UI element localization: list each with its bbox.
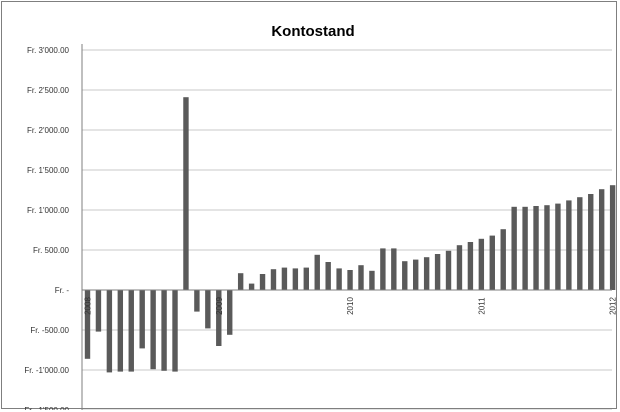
x-tick-label: 2008 [84, 297, 93, 315]
y-axis-tick-labels: Fr. 3'000.00 Fr. 2'500.00 Fr. 2'000.00 Fr. … [24, 46, 69, 410]
bar [402, 261, 408, 290]
y-tick-label: Fr. -500.00 [30, 326, 69, 335]
bar [522, 206, 528, 290]
bar [139, 290, 145, 349]
bar [413, 259, 419, 290]
bar [555, 203, 561, 290]
bar [216, 290, 222, 346]
bar [609, 185, 616, 290]
bar [325, 262, 331, 290]
y-tick-label: Fr. 500.00 [33, 246, 70, 255]
y-tick-label: Fr. 2'500.00 [27, 86, 70, 95]
x-tick-label: 2009 [215, 297, 224, 315]
bar [598, 189, 605, 290]
bar [467, 242, 474, 290]
bar [150, 290, 156, 370]
bar [347, 270, 353, 290]
bar [380, 248, 386, 290]
bar [577, 197, 583, 290]
bar [281, 267, 288, 290]
bar [237, 273, 244, 290]
bar [205, 290, 211, 329]
bar [128, 290, 134, 372]
bar [259, 274, 266, 290]
y-tick-label: Fr. -1'000.00 [24, 366, 69, 375]
bar [303, 267, 309, 290]
x-tick-label: 2011 [477, 297, 486, 315]
bar [434, 254, 441, 290]
x-axis-tick-labels: 2008 2009 2010 2011 2012 [84, 297, 618, 315]
bar [423, 257, 430, 290]
bar [456, 245, 463, 290]
bar [533, 206, 539, 290]
chart-title: Kontostand [271, 23, 354, 40]
bar [445, 250, 452, 290]
y-tick-label: Fr. -1'500.00 [24, 406, 69, 410]
bar [500, 229, 506, 290]
y-tick-label: Fr. 2'000.00 [27, 126, 70, 135]
bar [84, 290, 91, 359]
bars [84, 97, 616, 373]
bar [588, 194, 594, 290]
bar [95, 290, 102, 332]
bar [292, 268, 299, 290]
bar [369, 270, 375, 290]
bar [566, 200, 572, 290]
bar [489, 235, 495, 290]
y-tick-label: Fr. 1'000.00 [27, 206, 70, 215]
y-tick-label: Fr. 1'500.00 [27, 166, 70, 175]
bar [172, 290, 178, 372]
bar [161, 290, 167, 371]
x-tick-label: 2012 [609, 297, 618, 315]
y-tick-label: Fr. - [55, 286, 70, 295]
bar [183, 97, 189, 290]
bar [194, 290, 200, 312]
bar [270, 269, 277, 290]
bar [478, 238, 485, 290]
bar [336, 268, 342, 290]
y-tick-label: Fr. 3'000.00 [27, 46, 70, 55]
bar [358, 265, 364, 290]
bar [227, 290, 233, 335]
bar [117, 290, 124, 372]
bar [511, 206, 517, 290]
gridlines [82, 49, 612, 410]
axes [81, 44, 612, 410]
x-tick-label: 2010 [346, 297, 355, 315]
bar [248, 283, 255, 290]
bar [314, 254, 320, 290]
bar [106, 290, 113, 373]
bar [544, 205, 550, 290]
bar [391, 248, 397, 290]
